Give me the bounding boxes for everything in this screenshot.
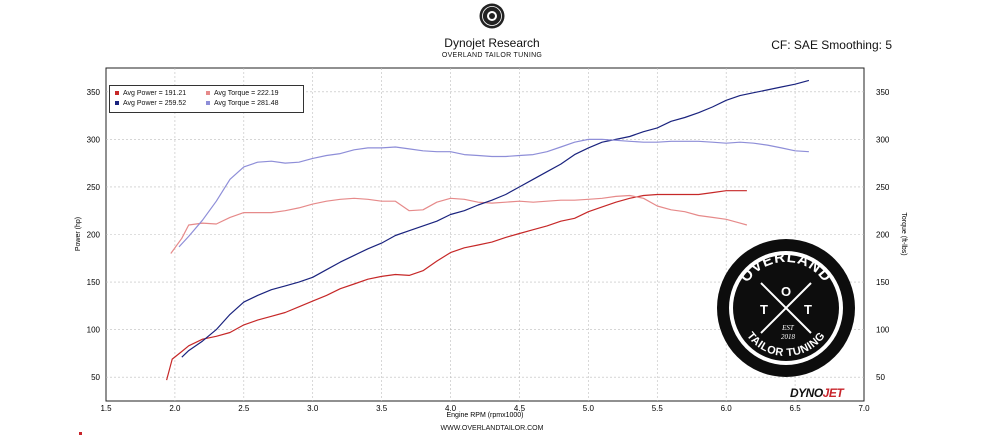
overland-tailor-tuning-badge: OVERLAND TAILOR TUNING T O T EST 2018: [717, 239, 855, 377]
x-tick-label: 4.0: [445, 404, 457, 413]
y-tick-label-right: 300: [876, 135, 890, 144]
red-corner-mark: [79, 432, 82, 435]
y-tick-label-right: 250: [876, 183, 890, 192]
series-lines: [166, 79, 810, 381]
website-url: WWW.OVERLANDTAILOR.COM: [440, 425, 544, 432]
x-tick-label: 6.5: [790, 404, 802, 413]
legend-swatch: [115, 91, 119, 96]
badge-letter-left: T: [760, 302, 768, 317]
y-tick-label-right: 50: [876, 373, 885, 382]
dynojet-logo-part2: JET: [822, 386, 844, 400]
badge-cross-line: [760, 282, 812, 334]
chart-title: Dynojet Research: [444, 36, 540, 50]
legend-label: Avg Power = 191.21: [123, 90, 187, 97]
badge-letter-center: O: [781, 284, 791, 299]
y-tick-label-right: 100: [876, 326, 890, 335]
y-tick-label-right: 200: [876, 231, 890, 240]
x-tick-label: 4.5: [514, 404, 526, 413]
dynojet-seal-logo: [479, 3, 505, 29]
legend-item: Avg Power = 191.21: [115, 89, 186, 98]
y-tick-label-right: 350: [876, 88, 890, 97]
x-tick-label: 5.0: [583, 404, 595, 413]
x-tick-label: 3.5: [376, 404, 388, 413]
axis-ticks: 1.5 2.0 2.5 3.0 3.5 4.0 4.5 5.0 5.5 6.0 6.5 7.0 50 50…: [87, 88, 890, 413]
x-tick-label: 5.5: [652, 404, 664, 413]
x-tick-label: 2.5: [238, 404, 250, 413]
correction-factor-label: CF: SAE Smoothing: 5: [771, 38, 892, 52]
x-tick-label: 2.0: [169, 404, 181, 413]
y-tick-label-left: 100: [87, 326, 101, 335]
x-axis-label: Engine RPM (rpmx1000): [446, 412, 523, 419]
badge-year: 2018: [781, 333, 796, 341]
chart-subtitle: OVERLAND TAILOR TUNING: [441, 52, 543, 59]
series-line: [170, 194, 748, 254]
series-line: [181, 79, 810, 358]
legend-swatch: [206, 91, 210, 96]
legend-label: Avg Power = 259.52: [123, 100, 187, 107]
y-tick-label-left: 200: [87, 231, 101, 240]
x-tick-label: 1.5: [100, 404, 112, 413]
y-tick-label-right: 150: [876, 278, 890, 287]
y-tick-label-left: 150: [87, 278, 101, 287]
legend-swatch: [115, 101, 119, 106]
legend-item: Avg Torque = 281.48: [206, 99, 279, 108]
y-tick-label-left: 250: [87, 183, 101, 192]
badge-letter-right: T: [804, 302, 812, 317]
x-tick-label: 6.0: [721, 404, 733, 413]
series-line: [166, 190, 747, 381]
legend-label: Avg Torque = 281.48: [214, 100, 279, 107]
y-tick-label-left: 50: [91, 373, 100, 382]
series-line: [178, 138, 809, 248]
y-tick-label-left: 350: [87, 88, 101, 97]
y-tick-label-left: 300: [87, 135, 101, 144]
y-axis-label-left: Power (hp): [75, 217, 82, 251]
dynojet-logo: DYNOJET: [790, 386, 844, 400]
badge-est: EST: [781, 324, 795, 332]
dynojet-logo-part1: DYNO: [790, 386, 823, 400]
chart-legend: Avg Power = 191.21 Avg Torque = 222.19 A…: [109, 85, 304, 113]
y-axis-label-right: Torque (ft-lbs): [900, 212, 907, 255]
legend-swatch: [206, 101, 210, 106]
x-tick-label: 3.0: [307, 404, 319, 413]
legend-item: Avg Torque = 222.19: [206, 89, 279, 98]
legend-item: Avg Power = 259.52: [115, 99, 186, 108]
x-tick-label: 7.0: [858, 404, 870, 413]
legend-label: Avg Torque = 222.19: [214, 90, 279, 97]
